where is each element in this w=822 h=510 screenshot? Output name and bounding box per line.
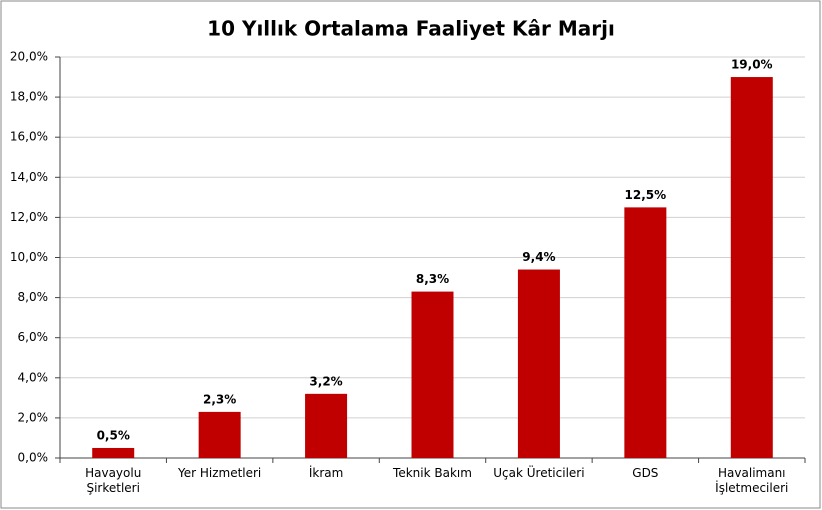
bar — [411, 291, 454, 458]
x-tick-label: Yer Hizmetleri — [177, 466, 262, 480]
bar — [517, 269, 560, 458]
bar — [305, 393, 348, 458]
bar — [624, 207, 667, 458]
y-tick-label: 16,0% — [10, 130, 48, 144]
y-tick-label: 10,0% — [10, 250, 48, 264]
x-tick-label: GDS — [632, 466, 659, 480]
value-label: 2,3% — [203, 392, 236, 406]
x-tick-label: Havayolu Şirketleri — [85, 466, 142, 495]
value-label: 3,2% — [309, 374, 342, 388]
y-tick-label: 6,0% — [18, 330, 49, 344]
x-tick-label: Havalimanı İşletmecileri — [715, 466, 789, 495]
y-tick-label: 18,0% — [10, 90, 48, 104]
chart-title: 10 Yıllık Ortalama Faaliyet Kâr Marjı — [207, 17, 615, 41]
value-label: 9,4% — [522, 250, 555, 264]
value-label: 12,5% — [625, 188, 667, 202]
y-tick-label: 0,0% — [18, 451, 49, 465]
bar — [198, 411, 241, 458]
value-label: 0,5% — [97, 428, 130, 442]
bar — [730, 77, 773, 459]
x-tick-label: İkram — [308, 466, 344, 480]
y-tick-label: 20,0% — [10, 50, 48, 64]
y-tick-label: 8,0% — [18, 290, 49, 304]
value-label: 19,0% — [731, 58, 773, 72]
y-tick-label: 4,0% — [18, 370, 49, 384]
value-label: 8,3% — [416, 272, 449, 286]
x-tick-label: Uçak Üreticileri — [493, 466, 585, 480]
y-tick-label: 2,0% — [18, 410, 49, 424]
x-tick-label: Teknik Bakım — [393, 466, 472, 480]
y-tick-label: 12,0% — [10, 210, 48, 224]
y-tick-label: 14,0% — [10, 170, 48, 184]
bar — [92, 447, 135, 458]
